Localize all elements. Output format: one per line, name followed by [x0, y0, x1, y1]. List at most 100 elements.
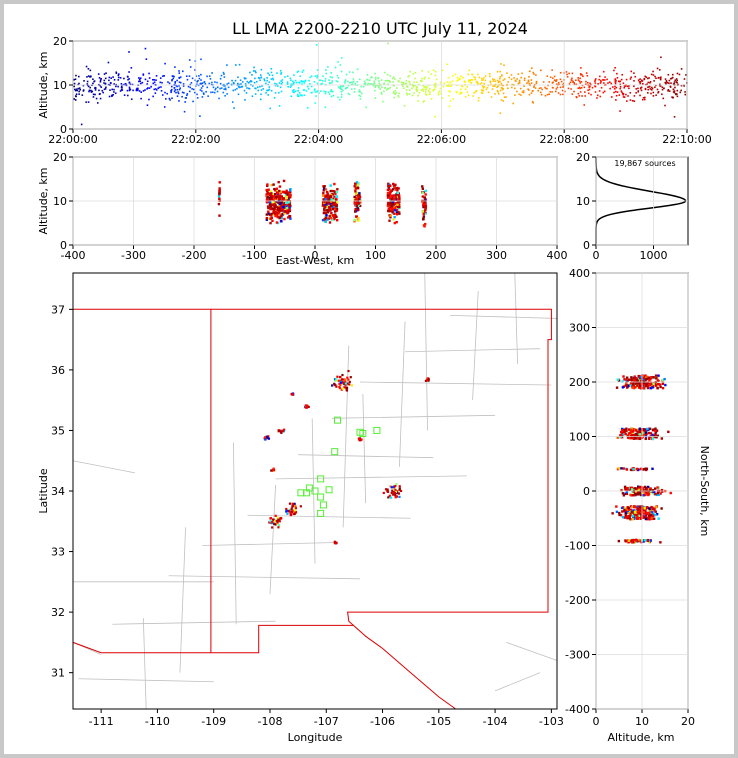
source-point [110, 95, 113, 97]
source-point [112, 76, 114, 78]
county-boundary [494, 672, 541, 692]
source-point [506, 72, 508, 74]
source-point [102, 91, 104, 94]
altitude-tick-label: 0 [60, 239, 67, 252]
source-point [280, 73, 282, 75]
source-point [533, 86, 535, 88]
source-point [616, 91, 619, 93]
source-point [186, 94, 188, 97]
source-point [639, 78, 641, 80]
source-point [185, 75, 188, 78]
source-point [294, 79, 297, 82]
source-point [269, 190, 273, 193]
source-point [397, 187, 400, 190]
source-point [73, 78, 75, 81]
source-point [657, 91, 659, 94]
source-point [423, 201, 426, 204]
source-point [583, 86, 586, 89]
source-point [271, 468, 275, 472]
source-point [335, 219, 339, 222]
source-point [654, 75, 656, 78]
source-point [358, 438, 361, 441]
source-point [168, 97, 171, 100]
source-point [334, 192, 337, 195]
source-point [606, 78, 608, 81]
source-point [462, 76, 464, 79]
source-point [520, 94, 522, 96]
source-point [639, 539, 642, 542]
source-point [196, 83, 198, 86]
source-point [660, 507, 663, 510]
source-point [145, 58, 148, 60]
source-point [644, 87, 647, 90]
source-point [138, 78, 141, 81]
source-point [272, 467, 275, 470]
source-point [468, 69, 471, 72]
source-point [581, 74, 583, 76]
source-point [335, 204, 338, 207]
source-point [642, 512, 646, 515]
source-point [268, 213, 271, 217]
source-point [268, 86, 271, 88]
source-point [626, 436, 630, 439]
source-point [173, 75, 175, 78]
ns-altitude-ylabel: North-South, km [698, 446, 711, 537]
source-point [324, 80, 326, 82]
source-point [328, 207, 331, 210]
source-point [420, 79, 422, 82]
source-point [347, 80, 349, 83]
source-point [501, 87, 503, 89]
source-point [274, 204, 277, 207]
source-point [551, 69, 553, 71]
source-point [528, 82, 531, 85]
source-point [321, 218, 325, 222]
source-point [619, 430, 623, 434]
source-point [288, 510, 291, 513]
source-point [497, 91, 499, 93]
source-point [633, 375, 636, 378]
source-point [297, 87, 300, 89]
source-point [626, 515, 630, 519]
source-point [231, 101, 234, 103]
source-point [500, 82, 503, 85]
source-point [641, 374, 645, 378]
source-point [262, 88, 265, 90]
source-point [148, 72, 150, 75]
source-point [510, 78, 513, 81]
source-point [623, 485, 627, 489]
source-point [644, 511, 647, 514]
source-point [321, 204, 325, 207]
source-point [655, 429, 659, 432]
source-point [390, 198, 393, 201]
source-point [405, 82, 407, 85]
county-boundary [399, 321, 406, 467]
source-point [413, 92, 415, 94]
source-point [644, 539, 647, 542]
source-point [270, 204, 274, 207]
lon-tick-label: -106 [370, 715, 395, 728]
county-boundary [112, 620, 276, 625]
source-point [217, 195, 221, 198]
source-point [191, 77, 194, 80]
source-point [618, 513, 621, 517]
source-point [150, 85, 152, 88]
source-point [665, 81, 668, 83]
county-boundary [360, 381, 552, 386]
source-point [402, 87, 405, 89]
source-point [115, 71, 118, 74]
source-point [482, 89, 484, 92]
source-point [638, 515, 642, 519]
county-boundary [514, 272, 519, 364]
time-tick-label: 22:10:00 [662, 133, 711, 146]
source-point [373, 80, 376, 83]
source-point [587, 81, 589, 84]
source-point [616, 72, 618, 75]
source-point [512, 102, 514, 105]
source-point [303, 94, 306, 97]
source-point [655, 77, 657, 80]
source-point [86, 76, 88, 78]
source-point [433, 85, 436, 88]
source-point [576, 96, 578, 99]
source-point [125, 84, 128, 87]
